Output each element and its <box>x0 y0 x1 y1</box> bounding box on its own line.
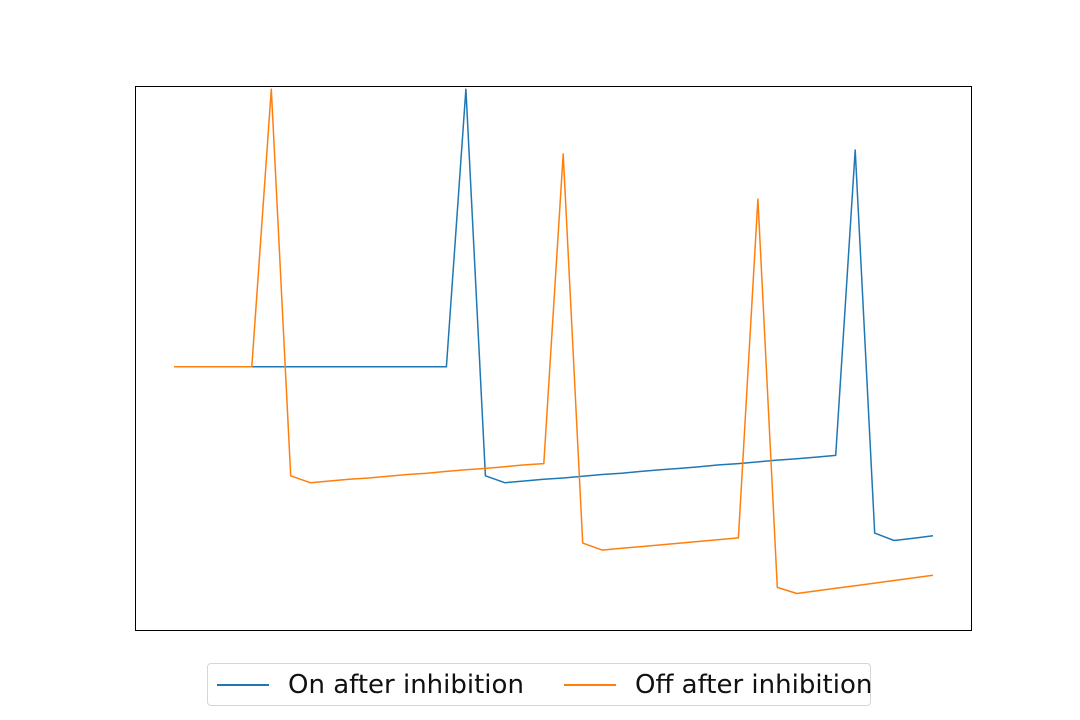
legend-label-series-1: On after inhibition <box>288 669 524 700</box>
legend-swatch-series-1 <box>217 683 269 686</box>
legend-item-series-2: Off after inhibition <box>564 664 872 705</box>
legend-item-series-1: On after inhibition <box>217 664 524 705</box>
series-line-1 <box>174 88 934 542</box>
plot-frame <box>135 86 972 631</box>
series-layer <box>174 88 934 595</box>
legend-swatch-series-2 <box>564 683 616 686</box>
legend-label-series-2: Off after inhibition <box>635 669 873 700</box>
series-line-2 <box>174 88 934 595</box>
legend: On after inhibition Off after inhibition <box>207 663 872 706</box>
